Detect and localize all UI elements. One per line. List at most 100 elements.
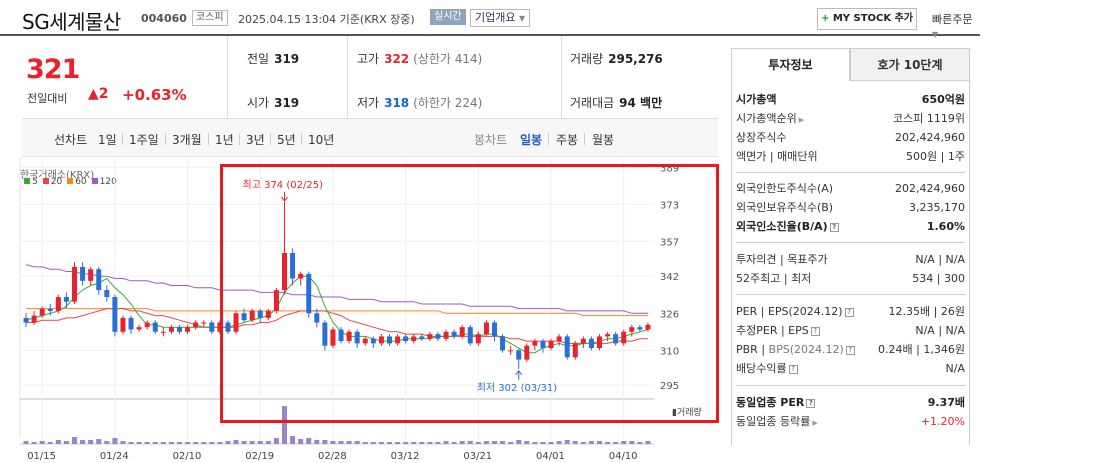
candle-body (71, 266, 78, 302)
volume-bar (225, 441, 231, 444)
stat-value: 318 (384, 96, 410, 110)
label: PBR | BPS(2024.12)? (736, 341, 855, 359)
volume-bar (273, 438, 279, 444)
price-change: ▲2 (88, 86, 109, 102)
company-overview-button[interactable]: 기업개요 ▼ (470, 9, 531, 27)
tab-1d[interactable]: 1일 (98, 133, 117, 147)
invest-info-panel: 투자정보 호가 10단계 시가총액 650억원 시가총액순위 ▶ 코스피 1119위 … (731, 48, 971, 448)
candle-body (290, 253, 296, 279)
divider (548, 133, 549, 145)
divider (736, 172, 965, 173)
triangle-right-icon[interactable]: ▶ (812, 419, 818, 427)
volume-bar (338, 441, 344, 444)
volume-bar (330, 441, 336, 444)
help-icon[interactable]: ? (788, 364, 798, 374)
stat-value: 319 (274, 96, 300, 110)
ma20-line (26, 308, 648, 344)
candle-body (193, 322, 199, 328)
row-dividend: 배당수익률? N/A (736, 360, 965, 378)
volume-bar (596, 441, 603, 444)
volume-bar (88, 440, 94, 444)
volume-bar (185, 442, 191, 444)
candle-body (475, 334, 481, 344)
volume-bar (298, 439, 304, 444)
legend-label: 5 (32, 177, 38, 187)
tab-5y[interactable]: 5년 (277, 133, 296, 147)
industry-per-label: 동일업종 PER (736, 396, 805, 409)
volume-bar (491, 441, 498, 444)
volume-bar (411, 442, 417, 444)
candlestick-chart[interactable]: 389 373 357 342 326 310 295 01/15 01/24 02/10 02/1… (0, 158, 720, 463)
y-tick-label: 389 (660, 163, 679, 174)
stock-title[interactable]: SG세계물산 (22, 10, 121, 34)
week52-low: 300 (944, 272, 965, 285)
plus-icon: + (820, 13, 830, 24)
label[interactable]: 시가총액순위 ▶ (736, 110, 804, 129)
invest-info-body: 시가총액 650억원 시가총액순위 ▶ 코스피 1119위 상장주식수 202,424,… (731, 81, 970, 445)
tab-10y[interactable]: 10년 (308, 133, 335, 147)
volume-bar (467, 441, 473, 444)
help-icon[interactable]: ? (806, 398, 816, 408)
y-tick-label: 357 (660, 237, 679, 248)
volume-bar (176, 442, 183, 444)
volume-bar (257, 441, 263, 444)
volume-bar (354, 441, 360, 444)
label: 상장주식수 (736, 131, 787, 144)
help-icon[interactable]: ? (829, 222, 839, 232)
tab-3y[interactable]: 3년 (246, 133, 265, 147)
value: 코스피 1119위 (893, 112, 965, 125)
candle-body (483, 322, 489, 335)
label: 추정PER | EPS? (736, 322, 820, 340)
candle-body (152, 322, 158, 332)
tab-orderbook[interactable]: 호가 10단계 (850, 48, 970, 81)
candle-body (306, 273, 312, 314)
tab-1y[interactable]: 1년 (215, 133, 234, 147)
tab-1w[interactable]: 1주일 (129, 133, 159, 147)
stat-label: 시가 (247, 96, 270, 110)
candle-body (564, 336, 570, 358)
company-overview-label: 기업개요 (475, 11, 516, 24)
tab-invest-info[interactable]: 투자정보 (731, 48, 850, 81)
volume-bar (144, 442, 150, 444)
help-icon[interactable]: ? (845, 345, 855, 355)
volume-bar (564, 440, 570, 444)
candle-body (491, 322, 498, 337)
candle-body (185, 327, 191, 332)
realtime-badge[interactable]: 실시간 (430, 9, 466, 25)
divider (22, 118, 718, 119)
volume-bar (459, 441, 465, 444)
volume-bar (483, 441, 489, 444)
quick-order-button[interactable]: 빠른주문 ▼ (932, 11, 980, 40)
candle-body (160, 331, 166, 333)
volume-bar (63, 441, 69, 444)
candle-body (136, 327, 142, 330)
ma120-line (25, 264, 648, 314)
week52-high: 534 (912, 272, 934, 285)
help-icon[interactable]: ? (810, 326, 820, 336)
volume-bar (419, 442, 425, 444)
add-mystock-button[interactable]: + MY STOCK 추가 (817, 8, 917, 30)
candle-body (225, 322, 231, 332)
est-per-label: 추정PER (736, 324, 778, 337)
tab-weekly[interactable]: 주봉 (556, 133, 579, 147)
candle-body (80, 266, 86, 281)
volume-bar (160, 442, 166, 444)
volume-bar (233, 440, 239, 444)
value: 534 | 300 (912, 272, 965, 285)
candle-body (605, 334, 611, 337)
bps-value: 1,346원 (923, 343, 965, 356)
volume-bar (435, 442, 441, 444)
row-industry-per: 동일업종 PER? 9.37배 (736, 394, 965, 412)
x-tick-label: 02/19 (245, 451, 274, 462)
tab-monthly[interactable]: 월봉 (592, 133, 615, 147)
divider (208, 133, 209, 145)
candle-body (378, 336, 384, 344)
value: N/A (945, 362, 965, 375)
help-icon[interactable]: ? (844, 307, 854, 317)
candle-body (281, 253, 288, 291)
volume-bar (403, 442, 409, 444)
tab-daily[interactable]: 일봉 (520, 133, 543, 147)
volume-bar (451, 442, 457, 444)
tab-3m[interactable]: 3개월 (172, 133, 202, 147)
candle-body (217, 322, 223, 332)
